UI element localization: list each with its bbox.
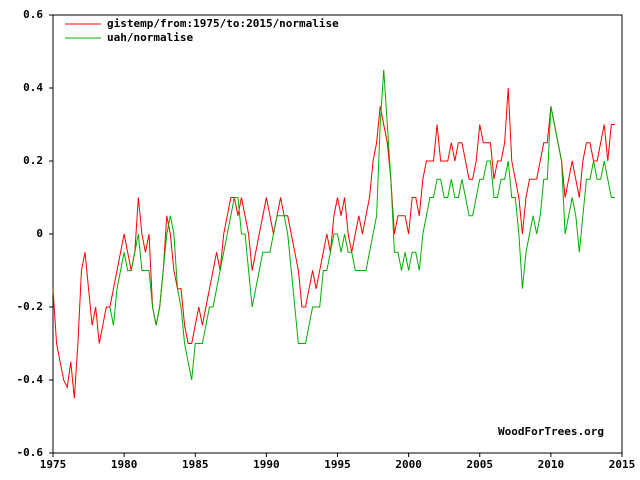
legend-label: gistemp/from:1975/to:2015/normalise [107,17,339,30]
y-tick-label: 0.6 [23,8,43,21]
watermark: WoodForTrees.org [498,425,604,438]
x-tick-label: 1990 [253,458,280,471]
x-tick-label: 1985 [182,458,209,471]
x-tick-label: 2015 [609,458,636,471]
y-tick-label: 0 [36,227,43,240]
x-tick-label: 2000 [395,458,422,471]
x-tick-label: 1995 [324,458,351,471]
x-tick-label: 1980 [111,458,138,471]
x-tick-label: 1975 [40,458,67,471]
x-tick-label: 2005 [467,458,494,471]
y-tick-label: -0.4 [17,373,44,386]
y-tick-label: 0.2 [23,154,43,167]
y-tick-label: -0.6 [17,446,44,459]
series-line [52,87,615,399]
y-tick-label: 0.4 [23,81,43,94]
y-tick-label: -0.2 [17,300,44,313]
series-line [109,69,615,381]
x-tick-label: 2010 [538,458,565,471]
legend-label: uah/normalise [107,31,193,44]
